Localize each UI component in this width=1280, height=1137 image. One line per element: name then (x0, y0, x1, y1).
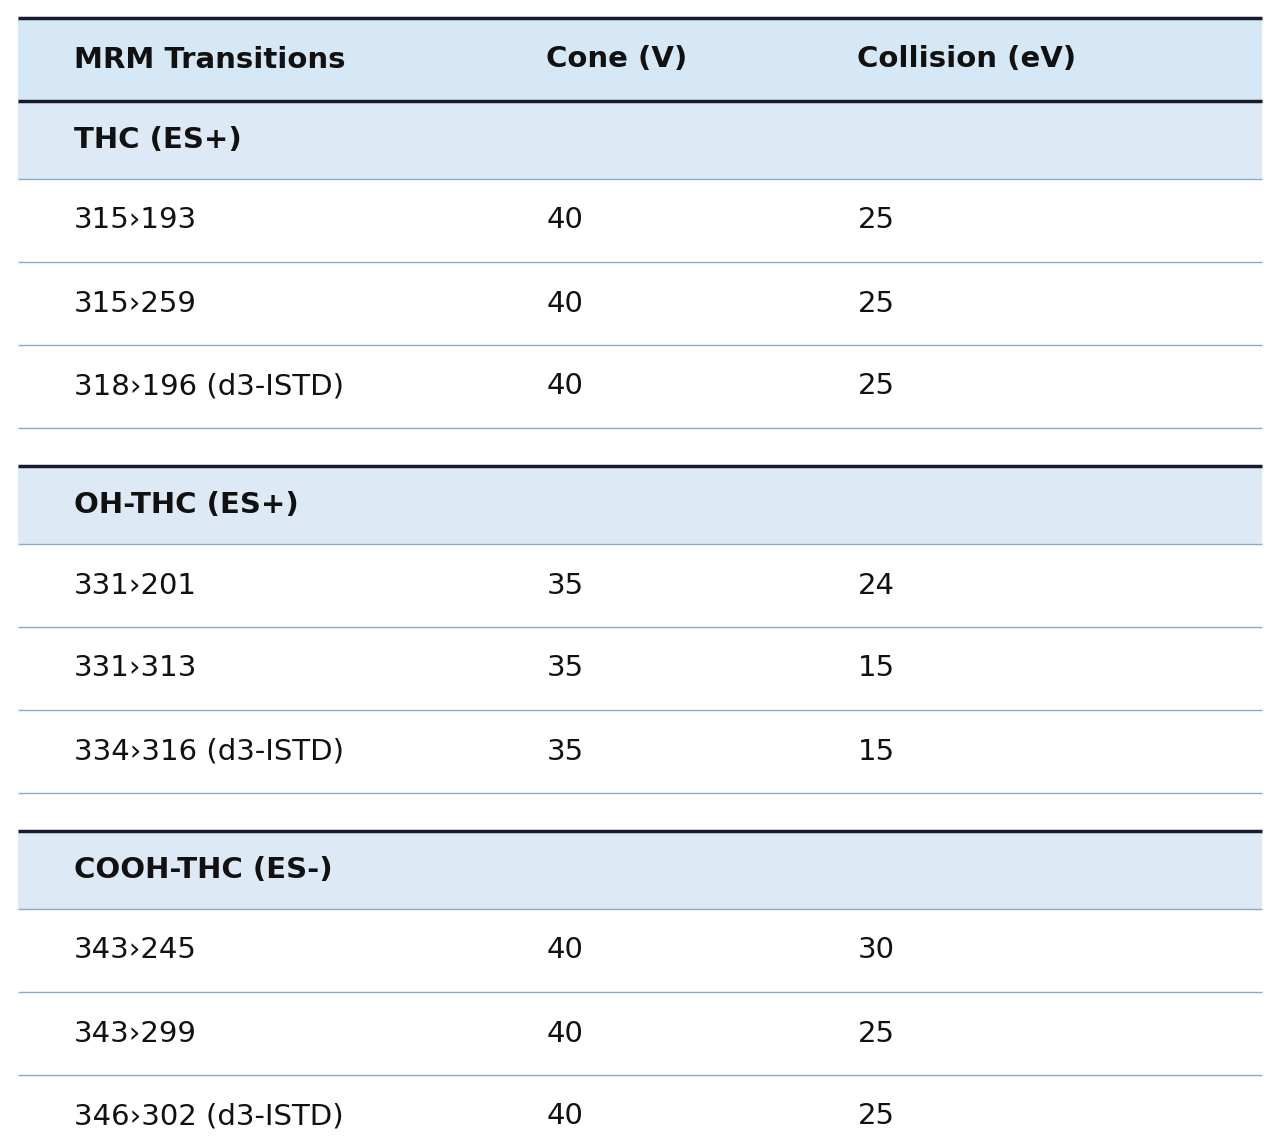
Text: 25: 25 (858, 373, 895, 400)
Text: 40: 40 (547, 1103, 584, 1130)
Text: 35: 35 (547, 738, 584, 765)
Text: Cone (V): Cone (V) (547, 45, 687, 74)
Text: 25: 25 (858, 207, 895, 234)
Text: Collision (eV): Collision (eV) (858, 45, 1076, 74)
Text: 331›313: 331›313 (74, 655, 197, 682)
Bar (18, 345, 1262, 428)
Text: 30: 30 (858, 937, 895, 964)
Text: 35: 35 (547, 655, 584, 682)
Bar (18, 18, 1262, 101)
Bar (18, 831, 1262, 908)
Text: 40: 40 (547, 1020, 584, 1047)
Bar (18, 626, 1262, 709)
Text: 315›259: 315›259 (74, 290, 197, 317)
Text: 318›196 (d3-ISTD): 318›196 (d3-ISTD) (74, 373, 344, 400)
Text: 343›299: 343›299 (74, 1020, 197, 1047)
Bar (18, 709, 1262, 792)
Bar (18, 1074, 1262, 1137)
Text: THC (ES+): THC (ES+) (74, 126, 242, 153)
Text: 334›316 (d3-ISTD): 334›316 (d3-ISTD) (74, 738, 344, 765)
Text: OH-THC (ES+): OH-THC (ES+) (74, 491, 298, 518)
Bar (18, 908, 1262, 991)
Bar (18, 179, 1262, 262)
Text: 343›245: 343›245 (74, 937, 197, 964)
Text: 346›302 (d3-ISTD): 346›302 (d3-ISTD) (74, 1103, 343, 1130)
Bar (18, 262, 1262, 345)
Text: 24: 24 (858, 572, 895, 599)
Text: MRM Transitions: MRM Transitions (74, 45, 346, 74)
Text: 25: 25 (858, 1103, 895, 1130)
Text: 40: 40 (547, 373, 584, 400)
Text: 25: 25 (858, 1020, 895, 1047)
Text: 331›201: 331›201 (74, 572, 197, 599)
Bar (18, 101, 1262, 179)
Text: 35: 35 (547, 572, 584, 599)
Text: 40: 40 (547, 207, 584, 234)
Bar (18, 991, 1262, 1074)
Text: 40: 40 (547, 290, 584, 317)
Bar (18, 543, 1262, 626)
Bar (18, 466, 1262, 543)
Text: 15: 15 (858, 738, 895, 765)
Text: 315›193: 315›193 (74, 207, 197, 234)
Text: 15: 15 (858, 655, 895, 682)
Text: 40: 40 (547, 937, 584, 964)
Text: 25: 25 (858, 290, 895, 317)
Text: COOH-THC (ES-): COOH-THC (ES-) (74, 856, 333, 883)
